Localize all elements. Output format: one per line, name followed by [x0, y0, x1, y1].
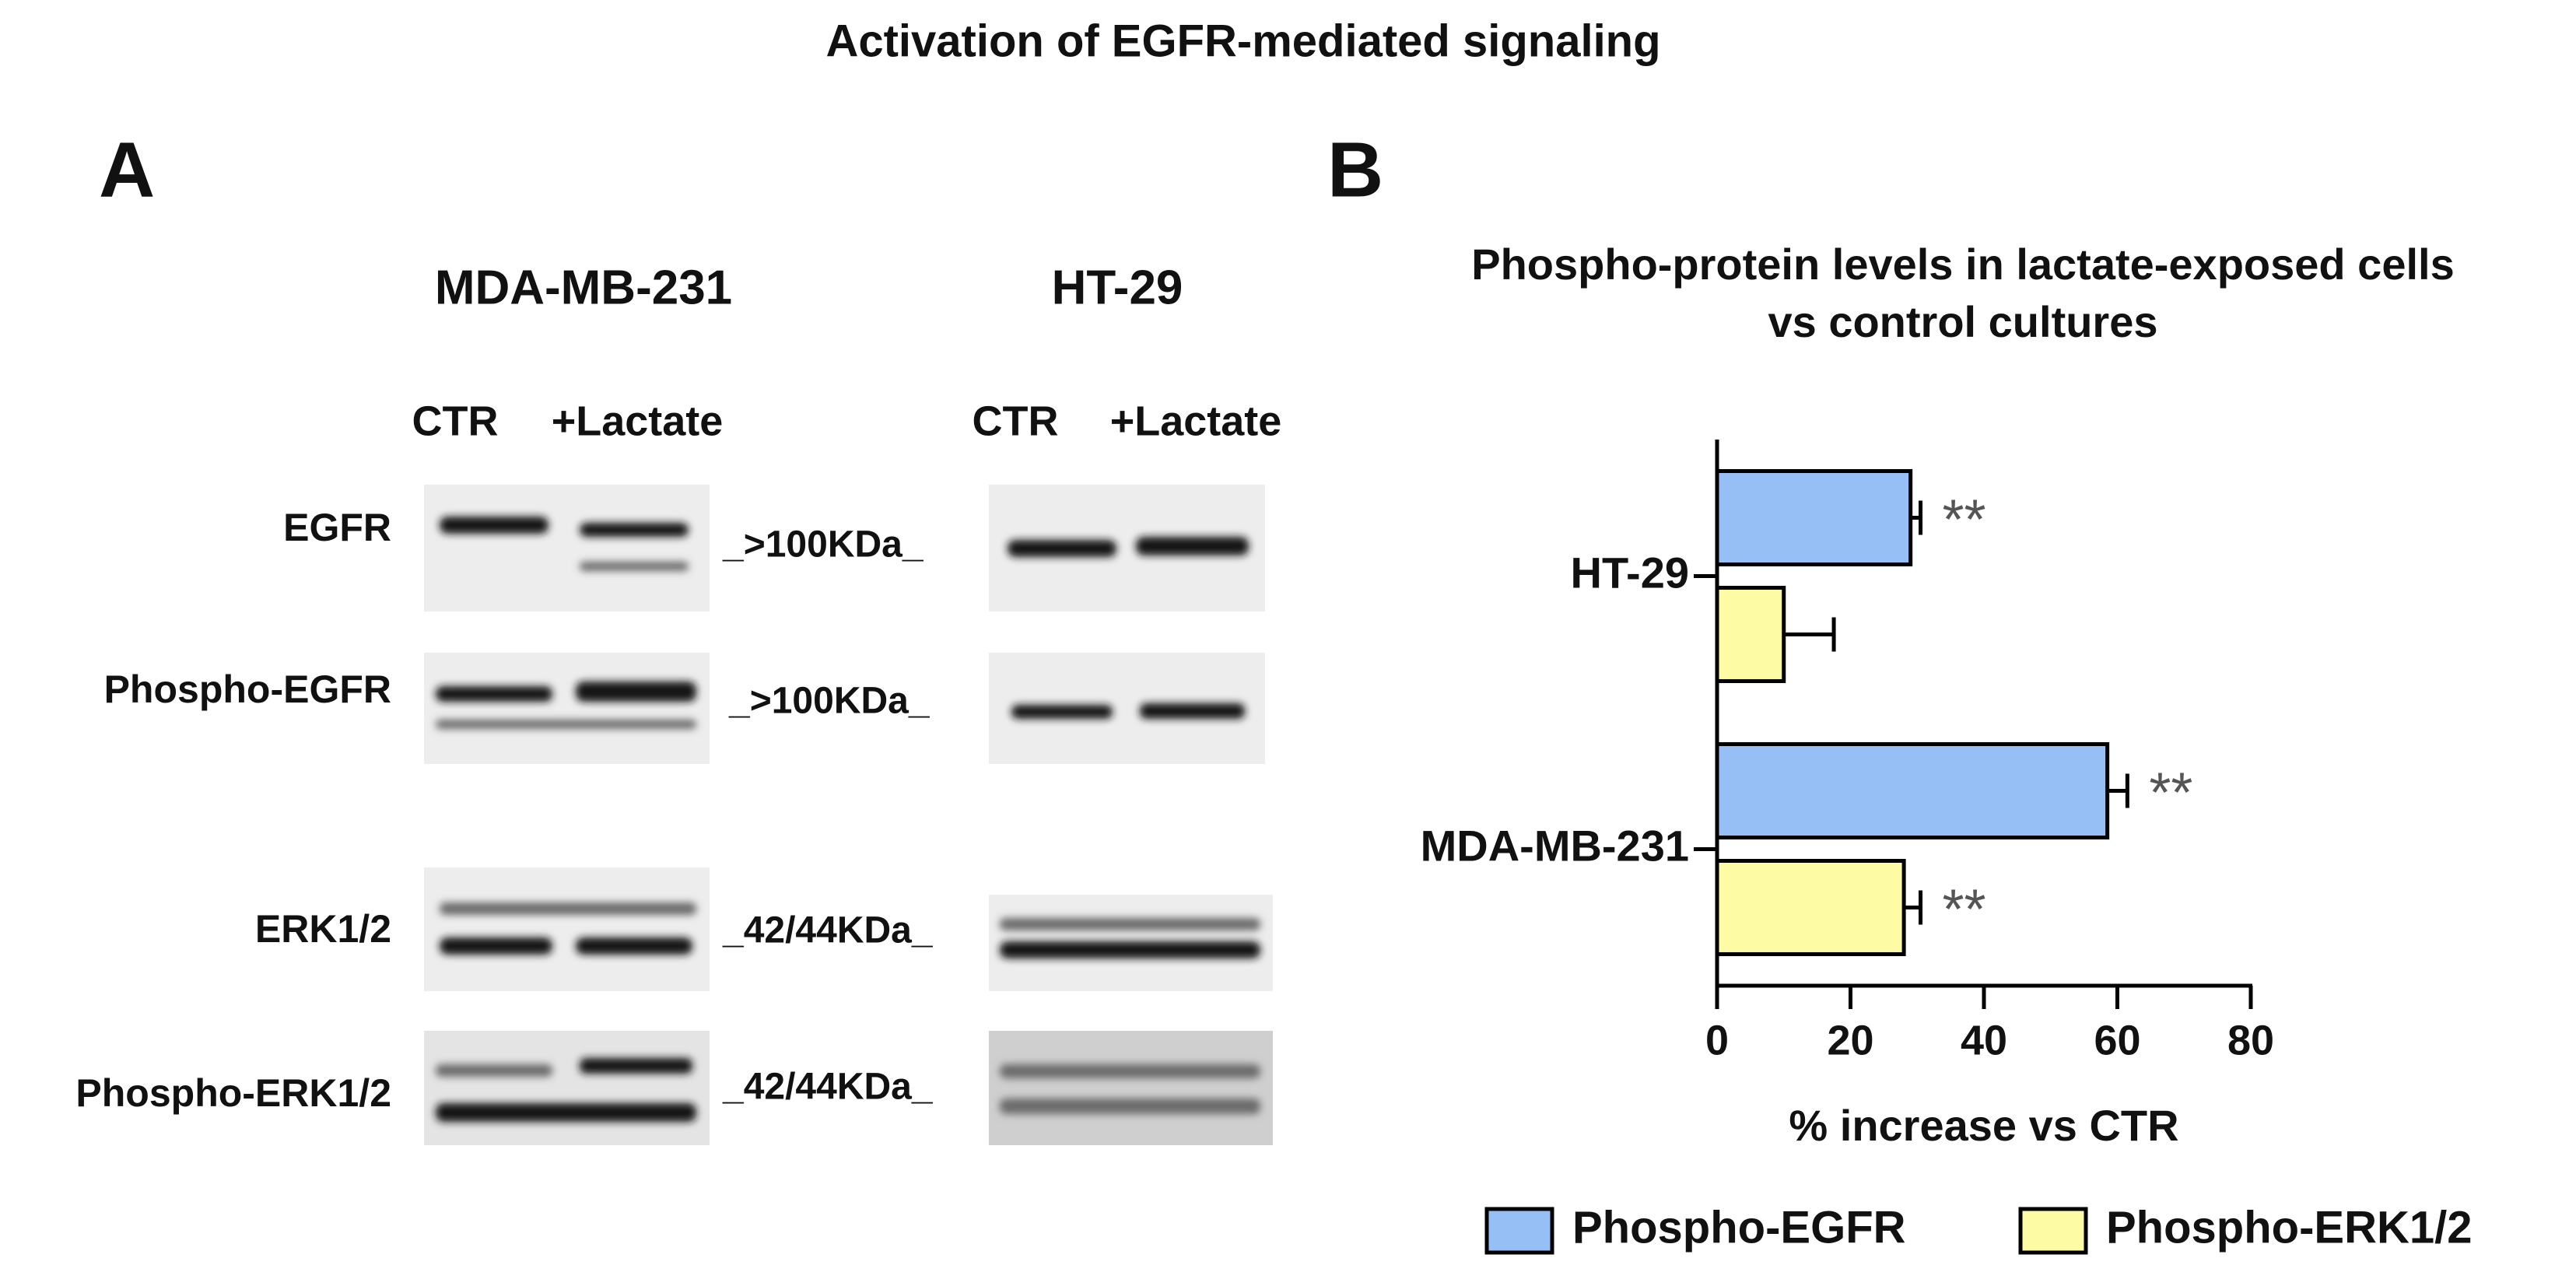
- cell-line-label: MDA-MB-231: [435, 261, 732, 314]
- x-axis-label: % increase vs CTR: [1789, 1101, 2178, 1150]
- x-tick-label: 60: [2094, 1017, 2140, 1063]
- significance-label: **: [1943, 489, 1986, 552]
- x-tick-label: 40: [1961, 1017, 2007, 1063]
- y-tick-label: HT-29: [1571, 548, 1690, 597]
- panel-label: A: [99, 126, 155, 213]
- x-tick-label: 0: [1705, 1017, 1729, 1063]
- figure-title: Activation of EGFR-mediated signaling: [825, 16, 1660, 66]
- error-bar: [1910, 500, 1923, 535]
- lane-label: +Lactate: [552, 398, 724, 444]
- bar: [1715, 586, 1786, 683]
- protein-label: Phospho-EGFR: [104, 668, 391, 711]
- western-blots: [424, 485, 1273, 1145]
- x-tick-label: 20: [1827, 1017, 1873, 1063]
- panel-label: B: [1327, 126, 1383, 213]
- bar: [1715, 469, 1913, 566]
- legend-label: Phospho-ERK1/2: [2106, 1202, 2473, 1253]
- legend-swatch: [1484, 1207, 1554, 1255]
- chart-title: Phospho-protein levels in lactate-expose…: [1471, 240, 2454, 289]
- size-label: _>100KDa_: [722, 524, 924, 566]
- error-bar: [2107, 773, 2129, 808]
- size-label: _42/44KDa_: [722, 910, 934, 951]
- error-bar: [1783, 617, 1836, 652]
- size-label: _>100KDa_: [728, 681, 931, 722]
- lane-label: CTR: [412, 398, 499, 444]
- legend-swatch: [2018, 1207, 2088, 1255]
- protein-label: Phospho-ERK1/2: [75, 1071, 391, 1115]
- lane-label: CTR: [973, 398, 1059, 444]
- size-label: _42/44KDa_: [722, 1067, 934, 1108]
- protein-label: ERK1/2: [255, 907, 391, 951]
- chart-title: vs control cultures: [1768, 297, 2157, 346]
- significance-label: **: [2149, 762, 2192, 825]
- protein-label: EGFR: [283, 506, 391, 549]
- error-bar: [1904, 890, 1923, 925]
- significance-label: **: [1943, 879, 1986, 941]
- bar: [1715, 742, 2110, 839]
- lane-label: +Lactate: [1110, 398, 1282, 444]
- legend-label: Phospho-EGFR: [1572, 1202, 1906, 1253]
- cell-line-label: HT-29: [1052, 261, 1183, 314]
- y-tick-label: MDA-MB-231: [1421, 821, 1689, 870]
- bar: [1715, 859, 1906, 956]
- x-tick-label: 80: [2227, 1017, 2274, 1063]
